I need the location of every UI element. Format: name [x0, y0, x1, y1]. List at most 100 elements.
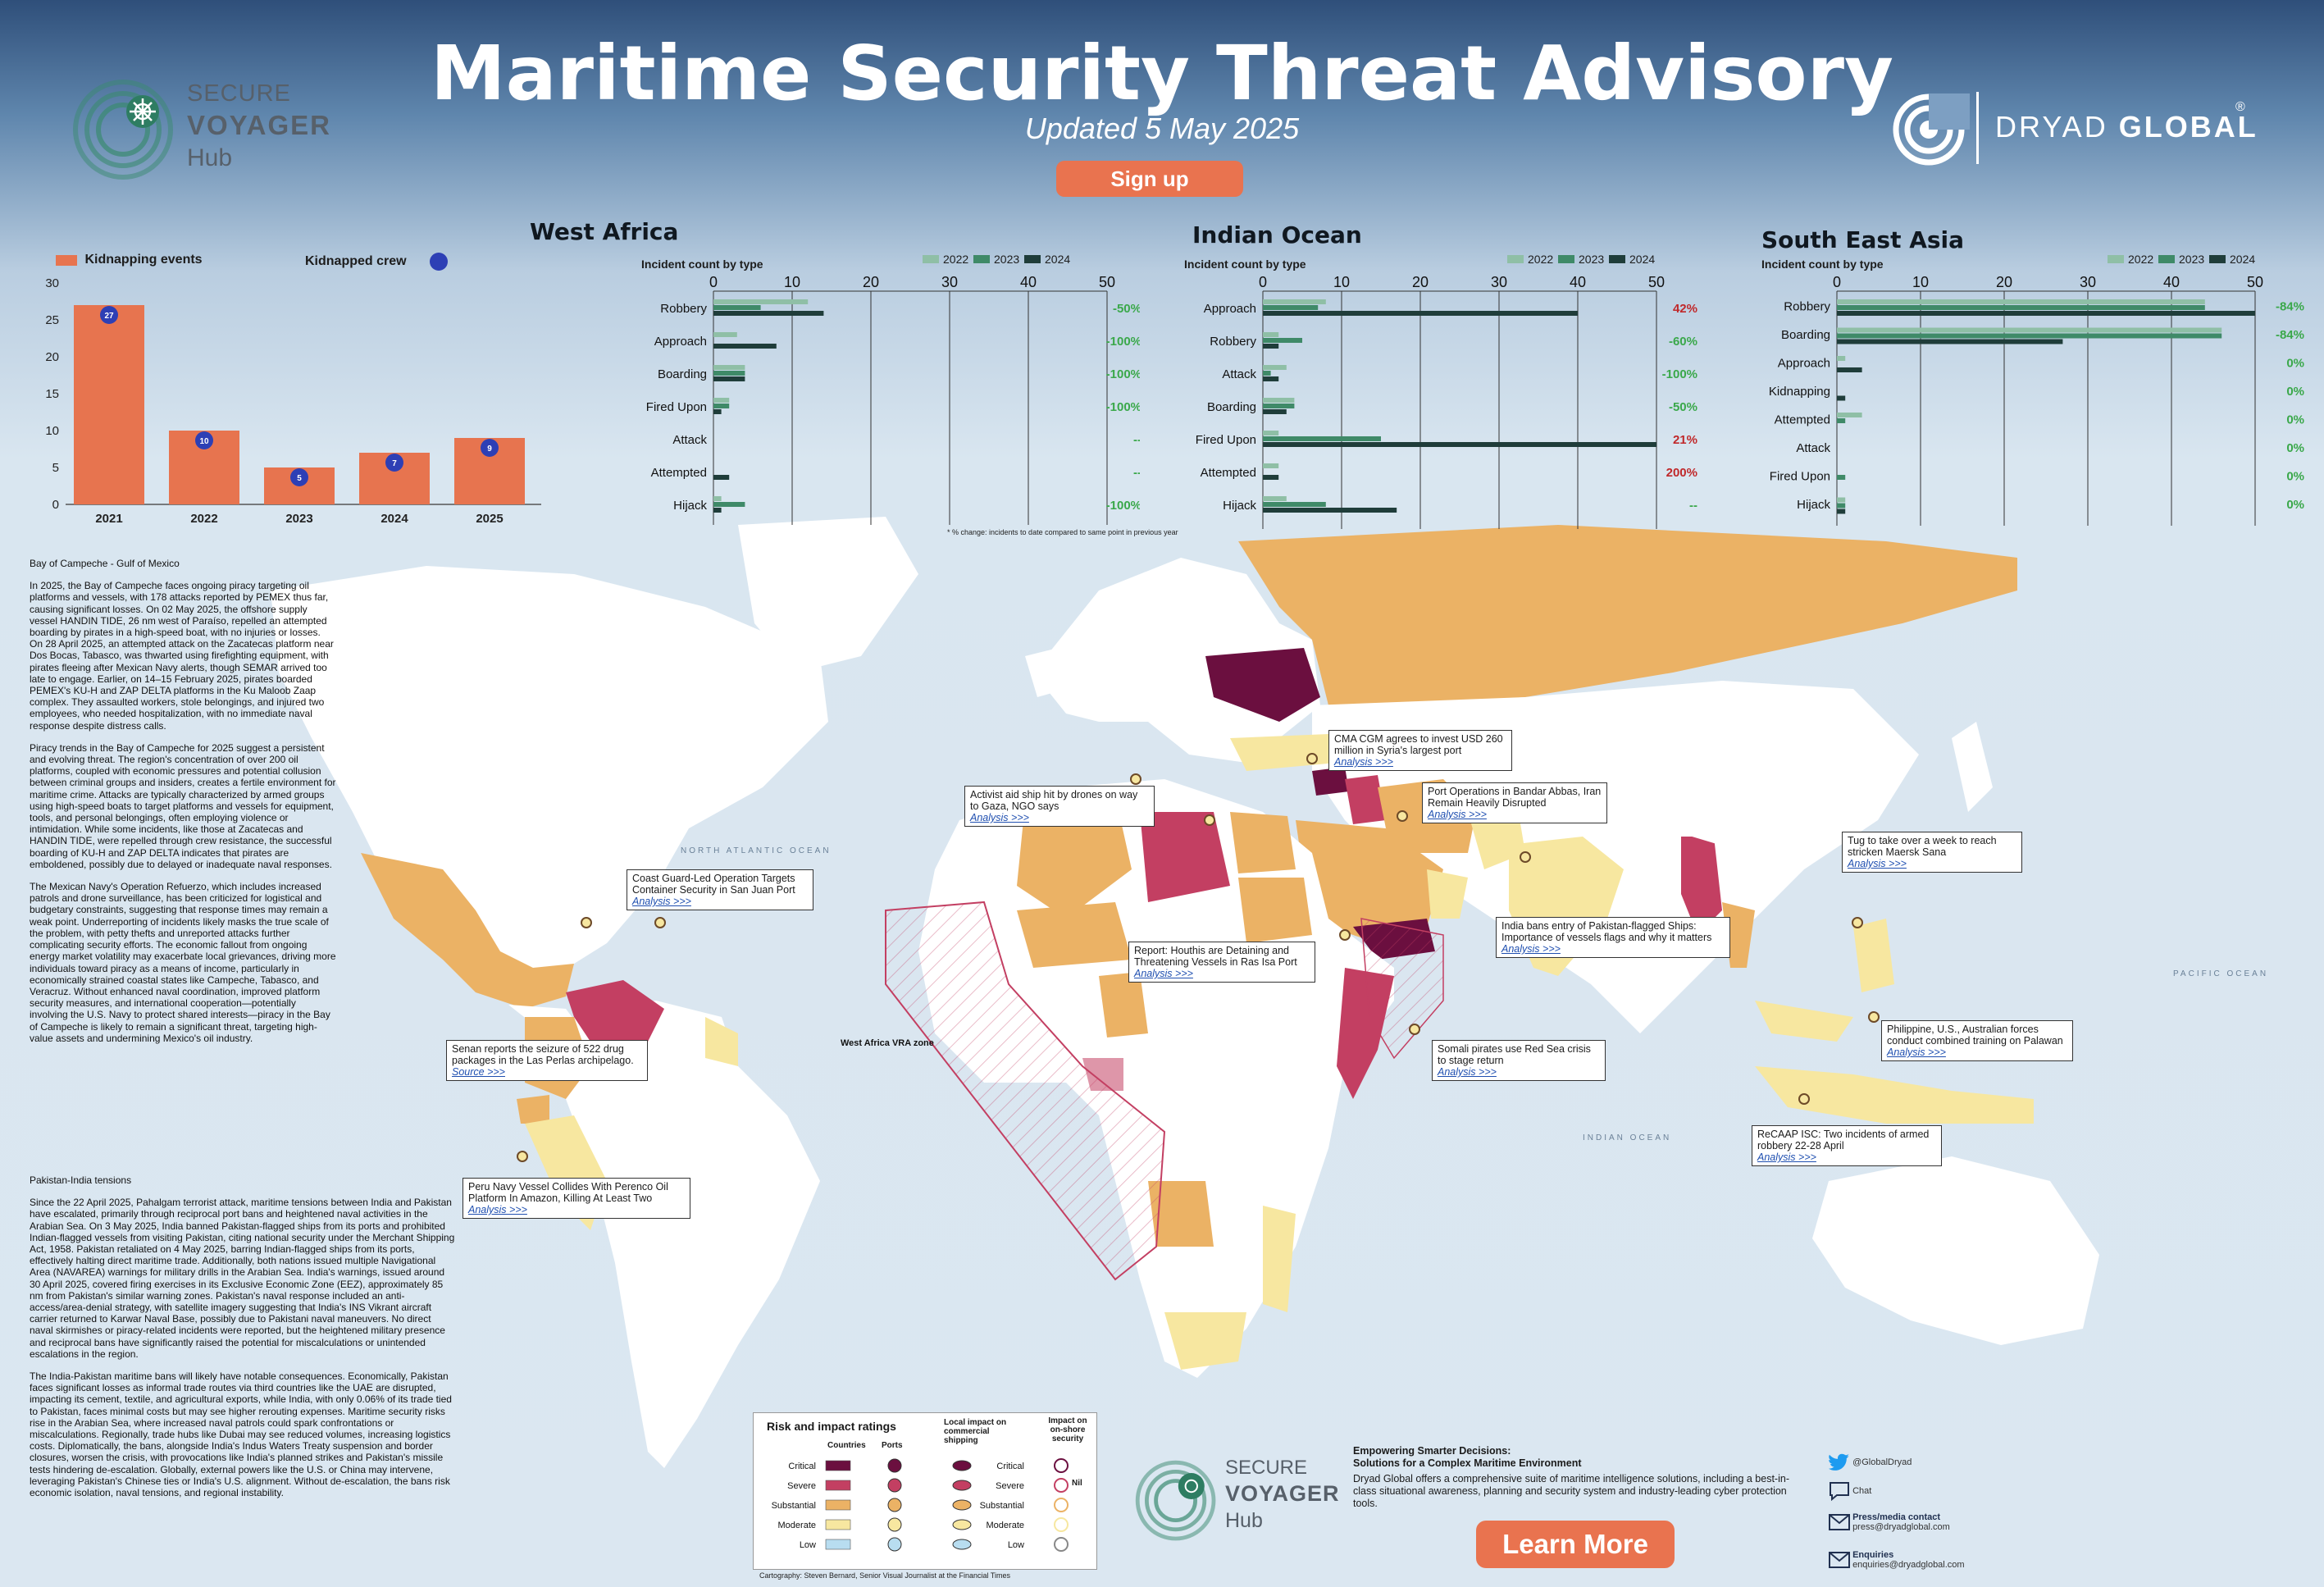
analysis-link[interactable]: Analysis >>>	[1887, 1047, 1946, 1058]
pct-change-label: 0%	[2286, 441, 2304, 455]
crew-dot-label: 5	[297, 474, 302, 483]
analysis-link[interactable]: Analysis >>>	[1438, 1066, 1497, 1078]
secure-voyager-logo[interactable]: SECURE VOYAGER Hub	[72, 79, 343, 185]
callout-gaza-aid-ship[interactable]: Activist aid ship hit by drones on way t…	[964, 786, 1155, 827]
incident-bar	[1837, 339, 2063, 344]
analysis-link[interactable]: Analysis >>>	[1334, 756, 1393, 768]
crew-dot	[481, 439, 499, 457]
callout-india-ban[interactable]: India bans entry of Pakistan-flagged Shi…	[1496, 917, 1730, 958]
incident-bar	[1263, 508, 1397, 513]
press-email[interactable]: press@dryadglobal.com	[1852, 1522, 1950, 1532]
x-tick-label: 20	[863, 274, 879, 290]
analysis-link[interactable]: Analysis >>>	[1848, 858, 1907, 869]
twitter-icon	[1829, 1453, 1849, 1471]
crew-dot-label: 7	[392, 459, 397, 468]
callout-las-perlas[interactable]: Senan reports the seizure of 522 drug pa…	[446, 1040, 648, 1081]
incident-bar	[1263, 332, 1279, 337]
ocean-label-indian: INDIAN OCEAN	[1583, 1133, 1671, 1142]
twitter-handle[interactable]: @GlobalDryad	[1852, 1457, 1912, 1467]
crew-legend-label: Kidnapped crew	[305, 254, 407, 268]
risk-legend: Risk and impact ratings Countries Ports …	[753, 1412, 1097, 1570]
page-title: Maritime Security Threat Advisory	[431, 30, 1893, 117]
analysis-link[interactable]: Analysis >>>	[468, 1204, 527, 1215]
incident-bar	[1837, 503, 1846, 508]
callout-text: Somali pirates use Red Sea crisis to sta…	[1438, 1043, 1591, 1066]
risk-port-icon	[887, 1458, 902, 1473]
dryad-global-logo[interactable]: DRYAD GLOBAL ®	[1893, 89, 2256, 167]
risk-shipping-icon	[952, 1480, 972, 1491]
callout-somali-pirates[interactable]: Somali pirates use Red Sea crisis to sta…	[1432, 1040, 1606, 1081]
signup-button[interactable]: Sign up	[1056, 161, 1243, 197]
analysis-link[interactable]: Analysis >>>	[632, 896, 691, 907]
x-tick-label: 10	[784, 274, 800, 290]
legend-label: 2023	[2179, 253, 2204, 266]
crew-legend-dot	[430, 253, 449, 271]
legend-swatch	[1558, 255, 1574, 263]
country-russia	[1238, 525, 2017, 705]
voyager-compass-icon	[1135, 1460, 1216, 1541]
country-saudi-arabia	[1296, 820, 1443, 943]
landmass-japan	[1952, 722, 1993, 812]
crew-dot	[195, 431, 213, 449]
callout-recaap[interactable]: ReCAAP ISC: Two incidents of armed robbe…	[1752, 1125, 1942, 1166]
article: Bay of Campeche - Gulf of Mexico In 2025…	[30, 558, 336, 1055]
incident-bar	[713, 404, 730, 408]
port-marker	[1868, 1011, 1880, 1023]
callout-san-juan[interactable]: Coast Guard-Led Operation Targets Contai…	[627, 869, 813, 910]
x-tick-label: 20	[1996, 274, 2012, 290]
callout-houthis[interactable]: Report: Houthis are Detaining and Threat…	[1128, 942, 1315, 983]
risk-shipping-icon	[952, 1499, 972, 1511]
pct-change-label: -84%	[2276, 328, 2304, 342]
y-tick-label: 20	[45, 350, 59, 364]
callout-peru-navy[interactable]: Peru Navy Vessel Collides With Perenco O…	[463, 1178, 690, 1219]
category-label: Robbery	[1784, 299, 1830, 313]
press-contact[interactable]: Press/media contact press@dryadglobal.co…	[1829, 1512, 1950, 1532]
kidnap-legend-label: Kidnapping events	[84, 253, 203, 267]
x-tick-label: 0	[1259, 274, 1267, 290]
incident-bar	[1263, 502, 1326, 507]
source-link[interactable]: Source >>>	[452, 1066, 505, 1078]
enquiries-contact[interactable]: Enquiries enquiries@dryadglobal.com	[1829, 1550, 1965, 1570]
port-marker	[517, 1151, 528, 1162]
category-label: Boarding	[1781, 328, 1830, 342]
port-marker	[1130, 773, 1141, 785]
callout-philippines[interactable]: Philippine, U.S., Australian forces cond…	[1881, 1020, 2073, 1061]
country-ecuador	[517, 1095, 549, 1124]
chat-label[interactable]: Chat	[1852, 1485, 1872, 1496]
callout-maersk-sana[interactable]: Tug to take over a week to reach stricke…	[1842, 832, 2022, 873]
analysis-link[interactable]: Analysis >>>	[970, 812, 1029, 823]
callout-text: Tug to take over a week to reach stricke…	[1848, 835, 1997, 858]
y-tick-label: 30	[45, 276, 59, 290]
risk-port-icon	[887, 1517, 902, 1532]
enquiries-email[interactable]: enquiries@dryadglobal.com	[1852, 1560, 1965, 1570]
risk-level-label: Moderate	[778, 1521, 816, 1530]
chat-link[interactable]: Chat	[1829, 1481, 1872, 1502]
legend-label: 2024	[2230, 253, 2255, 266]
port-marker	[1852, 917, 1863, 928]
analysis-link[interactable]: Analysis >>>	[1501, 943, 1561, 955]
y-tick-label: 0	[52, 498, 59, 512]
risk-level-label: Severe	[787, 1481, 816, 1491]
callout-text: ReCAAP ISC: Two incidents of armed robbe…	[1757, 1129, 1930, 1151]
callout-text: CMA CGM agrees to invest USD 260 million…	[1334, 733, 1503, 756]
landmass-australia	[1812, 1156, 2099, 1345]
incident-bar	[1837, 367, 1862, 372]
analysis-link[interactable]: Analysis >>>	[1757, 1151, 1816, 1163]
analysis-link[interactable]: Analysis >>>	[1134, 968, 1193, 979]
country-philippines	[1853, 919, 1894, 992]
secure-voyager-logo-bottom[interactable]: SECURE VOYAGER Hub	[1135, 1457, 1348, 1547]
legend-label: 2022	[943, 253, 968, 266]
article-paragraph: Piracy trends in the Bay of Campeche for…	[30, 741, 336, 870]
legend-swatch	[923, 255, 939, 263]
press-label: Press/media contact	[1852, 1512, 1941, 1522]
twitter-link[interactable]: @GlobalDryad	[1829, 1453, 1912, 1471]
learn-more-button[interactable]: Learn More	[1476, 1521, 1675, 1568]
callout-cma-cgm[interactable]: CMA CGM agrees to invest USD 260 million…	[1328, 730, 1512, 771]
incident-bar	[713, 299, 809, 304]
legend-swatch	[2209, 255, 2226, 263]
legend-swatch	[2108, 255, 2124, 263]
callout-bandar-abbas[interactable]: Port Operations in Bandar Abbas, Iran Re…	[1422, 782, 1607, 823]
crew-legend: Kidnapped crew	[305, 253, 449, 271]
email-icon	[1829, 1514, 1850, 1530]
analysis-link[interactable]: Analysis >>>	[1428, 809, 1487, 820]
